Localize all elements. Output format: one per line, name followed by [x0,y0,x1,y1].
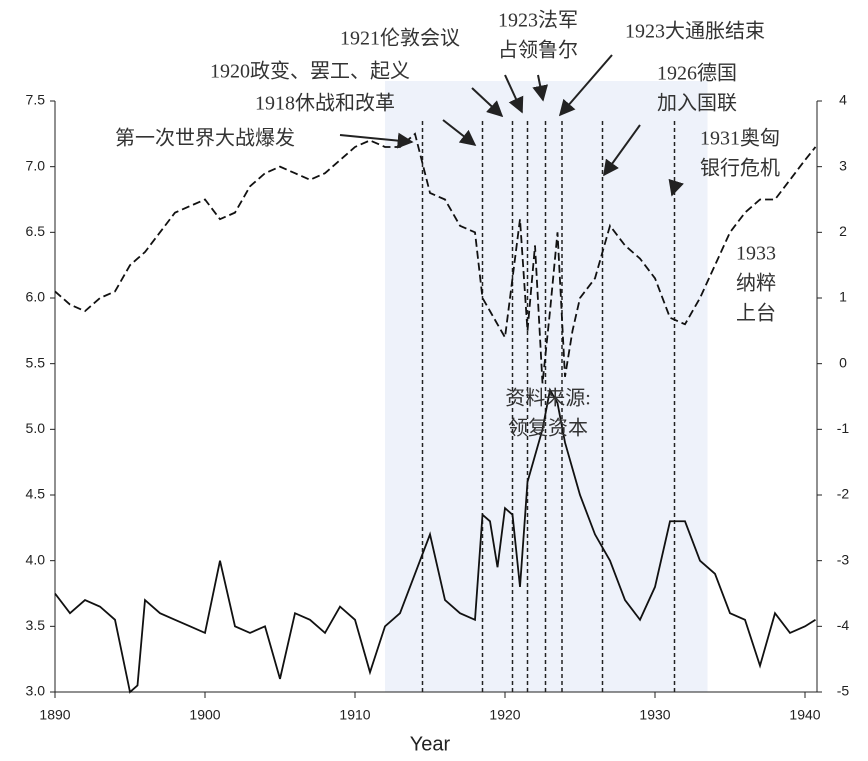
x-tick-label: 1910 [339,707,370,723]
y-tick-label: 7.5 [26,92,46,108]
annotation-arrow [339,132,414,149]
y-tick-label: 4.0 [26,551,46,567]
annotation: 1931奥匈 [700,127,780,150]
y-tick-label: 4.5 [26,486,46,502]
data-line [54,387,816,694]
annotation: 1923法军 [498,9,578,32]
annotation-arrow [442,119,477,146]
y-tick-label: 3.5 [26,617,46,633]
y2-tick-label: -5 [837,683,850,699]
annotation: 领复资本 [508,417,588,440]
annotation: 1918休战和改革 [255,92,395,115]
annotation-arrow [471,87,504,118]
y-tick-label: 7.0 [26,157,46,173]
x-tick-label: 1920 [489,707,520,723]
y2-tick-label: 0 [839,354,847,370]
annotation-arrow [668,178,684,197]
y-tick-label: 6.5 [26,223,46,239]
annotation: 占领鲁尔 [498,39,578,62]
annotation-arrow [504,74,524,114]
annotation: 1921伦敦会议 [340,27,460,50]
y2-tick-label: 3 [839,157,847,173]
annotation: 1926德国 [657,62,737,85]
data-line [54,132,817,384]
annotation: 银行危机 [700,157,780,180]
annotation: 1933 [736,243,776,265]
annotation: 上台 [736,302,776,325]
y2-tick-label: 1 [839,289,847,305]
x-tick-label: 1890 [39,707,70,723]
annotation-arrow [603,124,641,177]
y2-tick-label: -1 [837,420,850,436]
annotation: 1920政变、罢工、起义 [210,60,410,83]
annotation: 第一次世界大战爆发 [115,127,295,150]
x-tick-label: 1930 [639,707,670,723]
y2-tick-label: 2 [839,223,847,239]
annotation: 加入国联 [657,92,737,115]
y2-tick-label: -3 [837,551,850,567]
x-axis-label: Year [410,733,451,755]
annotation-arrow [532,74,549,102]
y-tick-label: 3.0 [26,683,46,699]
annotation: 纳粹 [736,272,776,295]
x-tick-label: 1940 [789,707,820,723]
annotation-arrow [558,54,613,117]
y2-tick-label: -4 [837,617,850,633]
y-tick-label: 5.5 [26,354,46,370]
y-tick-label: 5.0 [26,420,46,436]
x-tick-label: 1900 [189,707,220,723]
y2-tick-label: -2 [837,486,850,502]
y-tick-label: 6.0 [26,289,46,305]
y2-tick-label: 4 [839,92,847,108]
annotation: 1923大通胀结束 [625,20,765,43]
annotation: 资料来源: [505,387,591,410]
